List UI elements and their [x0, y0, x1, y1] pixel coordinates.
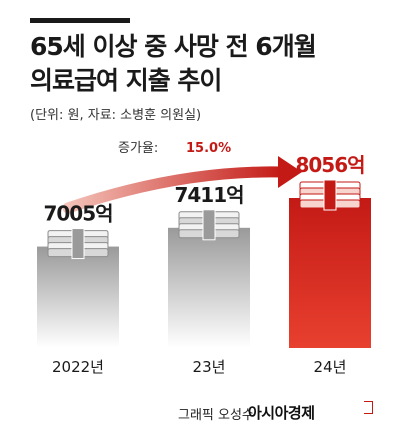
value-label-0: 7005억: [43, 202, 112, 226]
money-band-icon: [323, 179, 337, 211]
graphic-credit: 그래픽 오성수: [178, 408, 254, 423]
brand-logo-text: 아시아경제: [248, 404, 315, 422]
bars-group: 7005억 2022년 7411억 23년 8056억 24년: [37, 153, 371, 376]
source-note: (단위: 원, 자료: 소병훈 의원실): [30, 108, 202, 123]
growth-arrow-head: [278, 156, 302, 188]
chart-title: 65세 이상 중 사망 전 6개월 의료급여 지출 추이: [30, 30, 317, 98]
category-label-2: 24년: [314, 358, 347, 376]
bar-chart: 증가율: 15.0% 7005억 2022년 7411억 23년 8056억 24년: [37, 141, 371, 376]
growth-arrow-shaft: [62, 166, 288, 214]
title-line-2: 의료급여 지출 추이: [30, 66, 222, 95]
bar-2: [289, 198, 371, 348]
growth-label: 증가율:: [118, 141, 158, 156]
title-line-1: 65세 이상 중 사망 전 6개월: [30, 32, 317, 61]
brand-mark-icon: [364, 401, 373, 414]
money-band-icon: [71, 228, 85, 260]
title-accent-bar: [30, 18, 130, 23]
value-label-2: 8056억: [295, 153, 364, 177]
category-label-0: 2022년: [52, 358, 104, 376]
bar-0: [37, 246, 119, 348]
growth-value: 15.0%: [186, 141, 231, 156]
bar-1: [168, 227, 250, 348]
value-label-1: 7411억: [174, 183, 243, 207]
category-label-1: 23년: [193, 358, 226, 376]
money-band-icon: [202, 209, 216, 241]
